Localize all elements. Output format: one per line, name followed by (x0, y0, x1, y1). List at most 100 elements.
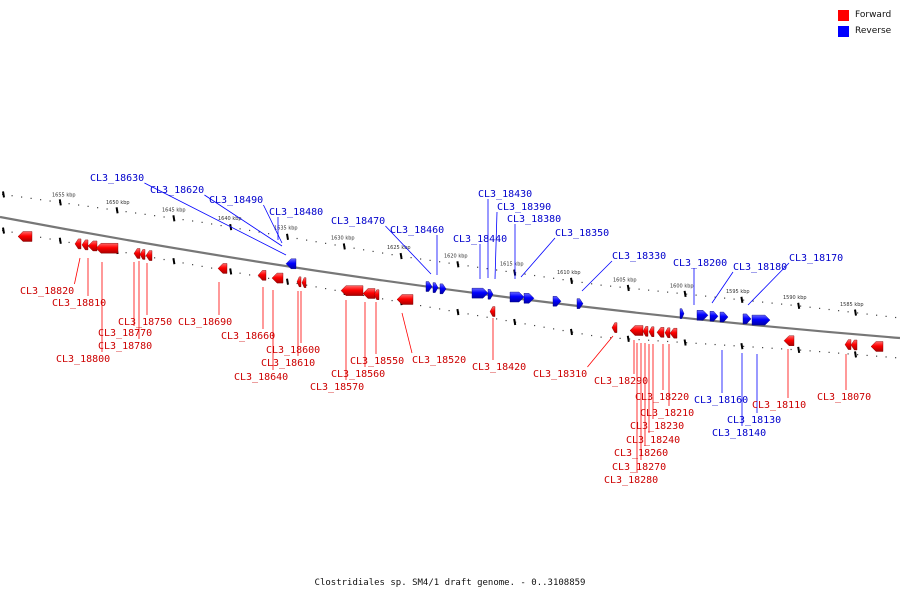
gene-label[interactable]: CL3_18180 (733, 262, 787, 273)
forward-gene-arrow[interactable] (217, 263, 228, 274)
scale-dot (857, 354, 859, 356)
gene-label[interactable]: CL3_18440 (453, 234, 507, 245)
gene-label[interactable]: CL3_18330 (612, 251, 666, 262)
gene-label[interactable]: CL3_18480 (269, 207, 323, 218)
forward-gene-arrow[interactable] (629, 325, 644, 336)
gene-label[interactable]: CL3_18140 (712, 428, 766, 439)
gene-label[interactable]: CL3_18380 (507, 214, 561, 225)
reverse-gene-arrow[interactable] (576, 298, 584, 309)
gene-label[interactable]: CL3_18570 (310, 382, 364, 393)
forward-gene-arrow[interactable] (611, 322, 618, 333)
forward-gene-arrow[interactable] (489, 306, 496, 317)
gene-label[interactable]: CL3_18690 (178, 317, 232, 328)
gene-label[interactable]: CL3_18630 (90, 173, 144, 184)
gene-label[interactable]: CL3_18420 (472, 362, 526, 373)
gene-label[interactable]: CL3_18560 (331, 369, 385, 380)
reverse-gene-arrow[interactable] (432, 282, 439, 293)
gene-label[interactable]: CL3_18220 (635, 392, 689, 403)
forward-gene-arrow[interactable] (340, 285, 364, 296)
forward-gene-arrow[interactable] (296, 276, 302, 288)
forward-gene-arrow[interactable] (145, 250, 153, 261)
gene-label[interactable]: CL3_18240 (626, 435, 680, 446)
gene-label[interactable]: CL3_18270 (612, 462, 666, 473)
gene-label[interactable]: CL3_18810 (52, 298, 106, 309)
forward-gene-arrow[interactable] (870, 341, 884, 352)
scale-tick (286, 278, 289, 285)
scale-dot (182, 219, 184, 221)
forward-gene-arrow[interactable] (664, 327, 671, 338)
gene-label[interactable]: CL3_18260 (614, 448, 668, 459)
forward-gene-arrow[interactable] (648, 326, 655, 337)
forward-gene-arrow[interactable] (87, 240, 98, 252)
reverse-gene-arrow[interactable] (719, 311, 729, 323)
gene-label[interactable]: CL3_18520 (412, 355, 466, 366)
reverse-gene-arrow[interactable] (742, 313, 752, 325)
gene-label[interactable]: CL3_18490 (209, 195, 263, 206)
reverse-gene-arrow[interactable] (679, 308, 685, 319)
forward-gene-arrow[interactable] (95, 243, 119, 254)
gene-label[interactable]: CL3_18770 (98, 328, 152, 339)
gene-label[interactable]: CL3_18640 (234, 372, 288, 383)
scale-dot (733, 298, 735, 300)
gene-label[interactable]: CL3_18600 (266, 345, 320, 356)
forward-gene-arrow[interactable] (362, 288, 376, 299)
gene-label[interactable]: CL3_18310 (533, 369, 587, 380)
forward-gene-arrow[interactable] (642, 326, 649, 337)
forward-gene-arrow[interactable] (139, 249, 146, 260)
gene-label[interactable]: CL3_18170 (789, 253, 843, 264)
forward-gene-arrow[interactable] (81, 239, 89, 251)
scale-label: 1620 kbp (444, 253, 468, 259)
gene-label[interactable]: CL3_18110 (752, 400, 806, 411)
gene-label[interactable]: CL3_18430 (478, 189, 532, 200)
scale-dot (876, 355, 878, 357)
gene-label[interactable]: CL3_18200 (673, 258, 727, 269)
forward-gene-arrow[interactable] (133, 248, 141, 259)
reverse-gene-arrow[interactable] (487, 289, 494, 300)
reverse-gene-arrow[interactable] (696, 310, 709, 321)
gene-label[interactable]: CL3_18130 (727, 415, 781, 426)
gene-label[interactable]: CL3_18550 (350, 356, 404, 367)
forward-gene-arrow[interactable] (301, 277, 307, 288)
gene-label[interactable]: CL3_18230 (630, 421, 684, 432)
reverse-gene-arrow[interactable] (285, 258, 297, 270)
gene-label[interactable]: CL3_18160 (694, 395, 748, 406)
gene-label[interactable]: CL3_18660 (221, 331, 275, 342)
reverse-gene-arrow[interactable] (523, 293, 535, 304)
gene-label[interactable]: CL3_18350 (555, 228, 609, 239)
forward-gene-arrow[interactable] (271, 272, 284, 284)
forward-gene-arrow[interactable] (844, 339, 852, 350)
forward-gene-arrow[interactable] (783, 335, 795, 346)
gene-label[interactable]: CL3_18390 (497, 202, 551, 213)
forward-gene-arrow[interactable] (373, 289, 380, 300)
reverse-gene-arrow[interactable] (751, 314, 771, 326)
gene-label[interactable]: CL3_18210 (640, 408, 694, 419)
scale-dot (648, 289, 650, 291)
gene-label[interactable]: CL3_18070 (817, 392, 871, 403)
reverse-gene-arrow[interactable] (509, 291, 525, 303)
gene-label[interactable]: CL3_18800 (56, 354, 110, 365)
scale-dot (885, 356, 887, 358)
forward-gene-arrow[interactable] (257, 270, 267, 281)
forward-gene-arrow[interactable] (850, 339, 858, 351)
forward-gene-arrow[interactable] (74, 238, 82, 250)
forward-gene-arrow[interactable] (396, 294, 414, 305)
reverse-gene-arrow[interactable] (439, 283, 447, 295)
gene-label[interactable]: CL3_18750 (118, 317, 172, 328)
scale-dot (543, 276, 545, 278)
gene-label[interactable]: CL3_18820 (20, 286, 74, 297)
gene-label[interactable]: CL3_18460 (390, 225, 444, 236)
gene-label[interactable]: CL3_18280 (604, 475, 658, 486)
gene-label[interactable]: CL3_18780 (98, 341, 152, 352)
forward-gene-arrow[interactable] (656, 327, 665, 338)
reverse-gene-arrow[interactable] (552, 296, 562, 307)
forward-gene-arrow[interactable] (17, 231, 33, 242)
gene-label[interactable]: CL3_18620 (150, 185, 204, 196)
forward-gene-arrow[interactable] (669, 327, 678, 339)
reverse-gene-arrow[interactable] (709, 311, 719, 322)
scale-dot (667, 291, 669, 293)
reverse-gene-arrow[interactable] (471, 287, 489, 299)
reverse-gene-arrow[interactable] (425, 281, 433, 292)
gene-label[interactable]: CL3_18290 (594, 376, 648, 387)
gene-label[interactable]: CL3_18470 (331, 216, 385, 227)
gene-label[interactable]: CL3_18610 (261, 358, 315, 369)
